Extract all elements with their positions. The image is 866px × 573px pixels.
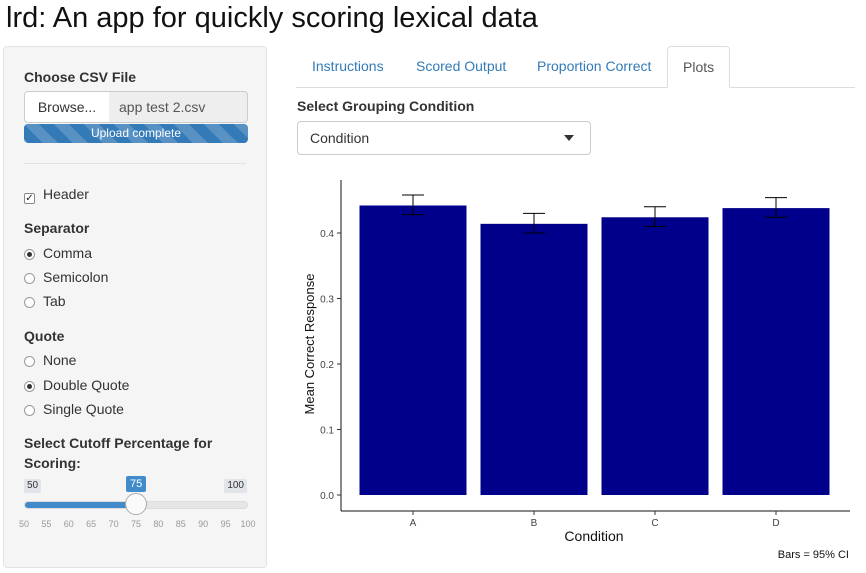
divider	[24, 163, 246, 164]
radio-label: Comma	[43, 245, 93, 261]
slider-tick-label: 80	[153, 519, 164, 529]
slider-tick-label: 70	[108, 519, 119, 529]
slider-tick-label: 55	[41, 519, 52, 529]
y-tick-label: 0.1	[320, 426, 334, 437]
radio-label: None	[43, 352, 77, 368]
tab-proportion-correct[interactable]: Proportion Correct	[537, 58, 652, 74]
quote-option-none[interactable]: None	[24, 351, 76, 369]
quote-label: Quote	[24, 328, 65, 344]
y-tick-label: 0.0	[320, 491, 334, 502]
file-name-field: app test 2.csv	[109, 91, 248, 123]
chart-caption: Bars = 95% CI	[778, 549, 849, 561]
slider-tick-label: 60	[63, 519, 74, 529]
x-tick-label: C	[651, 518, 658, 529]
x-tick-label: A	[410, 518, 417, 529]
grouping-select[interactable]: Condition	[297, 121, 591, 155]
y-axis-title: Mean Correct Response	[302, 274, 317, 415]
radio-icon[interactable]	[24, 273, 35, 284]
quote-option-double[interactable]: Double Quote	[24, 376, 129, 394]
radio-label: Tab	[43, 293, 66, 309]
app-title: lrd: An app for quickly scoring lexical …	[6, 2, 538, 34]
bar-d	[722, 208, 830, 496]
quote-option-single[interactable]: Single Quote	[24, 400, 124, 418]
slider-tick-label: 50	[18, 519, 30, 529]
radio-icon[interactable]	[24, 356, 35, 367]
y-tick-label: 0.3	[320, 295, 334, 306]
y-tick-label: 0.4	[320, 229, 334, 240]
slider-max-label: 100	[224, 479, 247, 493]
radio-label: Single Quote	[43, 401, 124, 417]
cutoff-label-line2: Scoring:	[24, 455, 81, 471]
separator-label: Separator	[24, 220, 90, 236]
bar-b	[480, 223, 588, 495]
file-input-label: Choose CSV File	[24, 69, 137, 85]
x-tick-label: D	[772, 518, 779, 529]
header-checkbox[interactable]: ✓ Header	[24, 185, 89, 204]
separator-option-tab[interactable]: Tab	[24, 292, 66, 310]
y-tick-label: 0.2	[320, 360, 334, 371]
radio-label: Double Quote	[43, 377, 130, 393]
tab-bar: Instructions Scored Output Proportion Co…	[296, 46, 855, 88]
slider-tick-label: 85	[175, 519, 186, 529]
cutoff-slider-handle[interactable]	[125, 493, 147, 515]
checkmark-icon[interactable]: ✓	[24, 193, 35, 204]
tab-scored-output[interactable]: Scored Output	[416, 58, 507, 74]
radio-icon[interactable]	[24, 297, 35, 308]
radio-icon[interactable]	[24, 381, 35, 392]
radio-icon[interactable]	[24, 249, 35, 260]
cutoff-slider-fill	[25, 502, 136, 508]
radio-icon[interactable]	[24, 405, 35, 416]
caret-down-icon	[564, 135, 574, 141]
separator-option-semicolon[interactable]: Semicolon	[24, 268, 108, 286]
grouping-label: Select Grouping Condition	[297, 98, 475, 114]
tab-instructions[interactable]: Instructions	[312, 58, 384, 74]
slider-min-label: 50	[24, 479, 42, 493]
bar-a	[359, 205, 467, 496]
sidebar-panel: Choose CSV File Browse... app test 2.csv…	[3, 46, 267, 568]
slider-tick-label: 95	[220, 519, 231, 529]
slider-ticks: 50 55 60 65 70 75 80 85 90 95 100	[19, 519, 256, 533]
bar-c	[601, 217, 709, 495]
header-checkbox-label: Header	[43, 186, 89, 202]
slider-tick-label: 90	[198, 519, 209, 529]
radio-label: Semicolon	[43, 269, 109, 285]
slider-tick-label: 100	[240, 519, 256, 529]
x-axis-title: Condition	[564, 528, 623, 544]
tab-plots[interactable]: Plots	[667, 46, 731, 88]
slider-value-label: 75	[126, 476, 147, 492]
cutoff-label-line1: Select Cutoff Percentage for	[24, 435, 213, 451]
slider-tick-label: 65	[86, 519, 97, 529]
upload-progress-bar: Upload complete	[24, 124, 248, 143]
slider-tick-label: 75	[130, 519, 142, 529]
x-tick-label: B	[531, 518, 538, 529]
grouping-select-value: Condition	[310, 130, 370, 146]
separator-option-comma[interactable]: Comma	[24, 244, 92, 262]
browse-button[interactable]: Browse...	[24, 91, 110, 123]
